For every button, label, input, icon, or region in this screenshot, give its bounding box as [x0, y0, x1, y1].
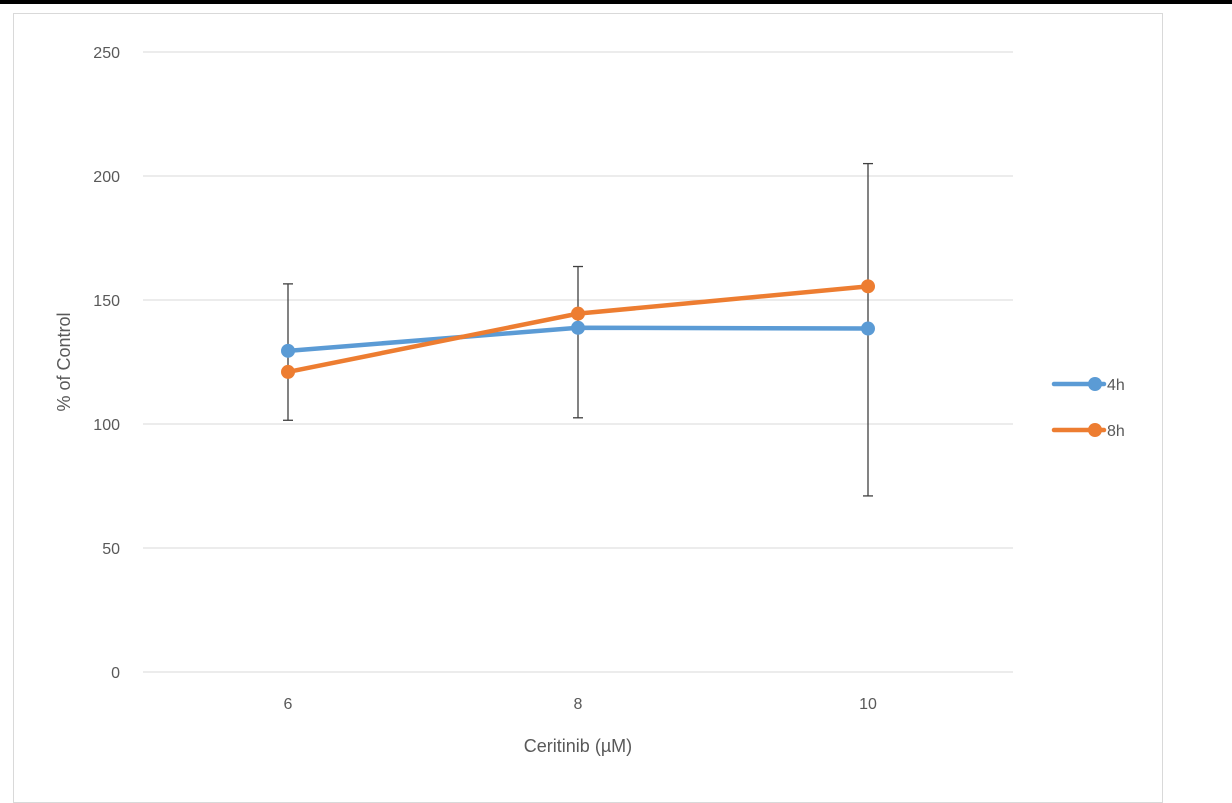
data-points	[281, 279, 875, 379]
y-axis-tick-labels: 0 50 100 150 200 250	[93, 45, 120, 682]
x-tick-label: 6	[284, 696, 293, 713]
data-point-8h	[571, 306, 585, 321]
legend-swatch-marker	[1088, 377, 1102, 391]
y-tick-label: 200	[93, 169, 120, 186]
data-point-4h	[281, 343, 295, 358]
error-bar	[573, 265, 583, 419]
y-axis-title: % of Control	[54, 312, 74, 411]
y-tick-label: 150	[93, 293, 120, 310]
data-point-4h	[861, 321, 875, 336]
data-point-4h	[571, 320, 585, 335]
legend-label: 4h	[1107, 377, 1125, 394]
legend-label: 8h	[1107, 423, 1125, 440]
data-point-8h	[281, 364, 295, 379]
y-tick-label: 0	[111, 665, 120, 682]
legend-swatch-marker	[1088, 423, 1102, 437]
y-tick-label: 100	[93, 417, 120, 434]
x-tick-label: 8	[574, 696, 583, 713]
x-tick-label: 10	[859, 696, 877, 713]
data-point-8h	[861, 279, 875, 294]
legend-item: 8h	[1051, 423, 1125, 440]
top-border-rule	[0, 0, 1232, 4]
y-tick-label: 250	[93, 45, 120, 62]
legend-item: 4h	[1051, 377, 1125, 394]
y-tick-label: 50	[102, 541, 120, 558]
x-axis-tick-labels: 6 8 10	[284, 696, 877, 713]
x-axis-title: Ceritinib (µM)	[524, 736, 632, 756]
legend: 4h 8h	[1051, 377, 1125, 440]
